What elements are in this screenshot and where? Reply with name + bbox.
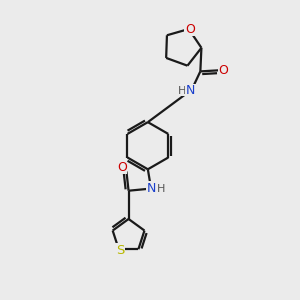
Text: N: N	[146, 182, 156, 195]
Text: S: S	[116, 244, 124, 257]
Text: O: O	[218, 64, 228, 77]
Text: H: H	[178, 86, 186, 96]
Text: O: O	[185, 22, 195, 35]
Text: O: O	[117, 160, 127, 174]
Text: H: H	[157, 184, 165, 194]
Text: N: N	[186, 84, 195, 97]
